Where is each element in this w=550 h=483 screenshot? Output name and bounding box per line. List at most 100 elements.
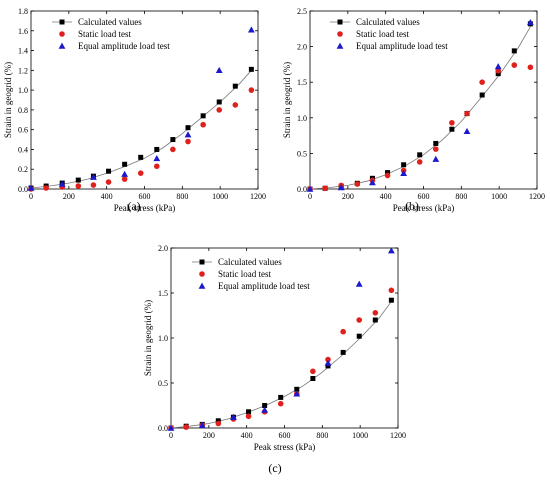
point-series-1 — [170, 146, 176, 153]
point-series-1 — [232, 102, 239, 108]
point-series-2 — [400, 169, 408, 177]
point-series-2 — [369, 179, 376, 186]
point-series-0 — [310, 376, 316, 381]
y-tick-label: 0.0 — [158, 424, 168, 433]
x-tick-label: 0 — [29, 192, 33, 201]
legend-marker-2 — [198, 282, 206, 289]
x-tick-label: 1000 — [212, 192, 228, 201]
point-series-1 — [416, 159, 423, 165]
point-series-1 — [384, 172, 391, 179]
point-series-0 — [185, 125, 191, 131]
y-tick-label: 1.5 — [297, 78, 307, 87]
point-series-1 — [449, 119, 455, 126]
point-series-0 — [495, 71, 501, 77]
x-tick-label: 600 — [139, 192, 151, 201]
legend-marker-1 — [337, 31, 343, 37]
y-tick-label: 0.5 — [297, 149, 307, 158]
point-series-0 — [75, 177, 81, 183]
point-series-1 — [185, 138, 191, 145]
y-tick-label: 0.2 — [18, 165, 28, 174]
point-series-0 — [122, 161, 128, 167]
point-series-1 — [43, 185, 49, 191]
x-tick-label: 800 — [316, 431, 328, 440]
fit-curve — [30, 69, 253, 189]
x-tick-label: 400 — [380, 192, 392, 201]
x-tick-label: 1200 — [250, 192, 266, 201]
y-tick-label: 1.6 — [18, 27, 28, 36]
x-tick-label: 1200 — [390, 431, 406, 440]
point-series-2 — [184, 131, 192, 138]
plot-frame — [309, 10, 538, 190]
point-series-2 — [153, 154, 161, 162]
point-series-1 — [277, 400, 284, 407]
y-tick-label: 1.5 — [158, 289, 168, 298]
y-axis-label: Strain in geogrid (%) — [282, 62, 292, 138]
plot-frame — [170, 247, 399, 429]
x-tick-label: 400 — [101, 192, 113, 201]
y-tick-label: 2.0 — [158, 244, 168, 253]
point-series-2 — [167, 424, 175, 431]
point-series-1 — [388, 287, 395, 294]
point-series-1 — [183, 424, 189, 430]
y-axis-label: Strain in geogrid (%) — [143, 300, 153, 376]
point-series-0 — [262, 403, 268, 408]
legend-marker-2 — [58, 42, 66, 49]
point-series-1 — [322, 185, 328, 192]
y-tick-label: 0.4 — [18, 145, 28, 154]
legend-marker-0 — [59, 19, 65, 25]
point-series-1 — [527, 64, 534, 71]
point-series-0 — [170, 137, 176, 143]
point-series-2 — [215, 66, 223, 74]
point-series-1 — [310, 368, 316, 375]
point-series-0 — [246, 409, 252, 415]
x-tick-label: 800 — [176, 192, 188, 201]
point-series-1 — [340, 328, 346, 335]
y-tick-label: 0.0 — [18, 185, 28, 194]
x-axis-label: Peak stress (kPa) — [114, 203, 176, 213]
point-series-1 — [325, 356, 331, 363]
y-tick-label: 0.8 — [18, 106, 28, 115]
y-tick-label: 2.5 — [297, 7, 307, 16]
point-series-0 — [433, 140, 439, 146]
point-series-1 — [495, 68, 502, 74]
point-series-2 — [90, 173, 97, 180]
legend-label-1: Static load test — [218, 269, 271, 279]
x-tick-label: 0 — [169, 431, 173, 440]
point-series-2 — [324, 359, 332, 366]
y-tick-label: 1.0 — [158, 334, 168, 343]
chart-panel-0: 0 200 400 600 800 1000 1200 0.0 0.2 0.4 0.6 0.8 1.0 1… — [3, 7, 266, 213]
y-tick-label: 1.8 — [18, 7, 28, 16]
point-series-0 — [154, 146, 160, 152]
x-tick-label: 400 — [241, 431, 253, 440]
y-tick-label: 2.0 — [297, 43, 307, 52]
point-series-0 — [479, 92, 485, 98]
panel-label: (a) — [127, 199, 140, 213]
y-tick-label: 0.0 — [297, 185, 307, 194]
point-series-1 — [215, 420, 222, 427]
y-tick-label: 0.5 — [158, 379, 168, 388]
point-series-2 — [463, 127, 471, 135]
legend-marker-0 — [337, 19, 343, 25]
point-series-1 — [464, 110, 470, 117]
legend-label-2: Equal amplitude load test — [218, 281, 310, 291]
legend-label-0: Calculated values — [356, 17, 420, 27]
point-series-1 — [200, 121, 206, 128]
x-axis-label: Peak stress (kPa) — [254, 442, 316, 452]
y-tick-label: 1.0 — [297, 114, 307, 123]
panel-label: (c) — [268, 461, 281, 475]
legend-label-2: Equal amplitude load test — [356, 41, 448, 51]
point-series-2 — [27, 184, 35, 191]
point-series-1 — [75, 183, 82, 189]
point-series-1 — [511, 62, 518, 68]
point-series-0 — [138, 154, 144, 160]
x-tick-label: 1000 — [352, 431, 368, 440]
point-series-2 — [526, 18, 534, 26]
point-series-0 — [216, 99, 222, 105]
point-series-0 — [401, 162, 407, 168]
legend-label-0: Calculated values — [78, 17, 142, 27]
point-series-1 — [90, 182, 97, 188]
point-series-2 — [432, 155, 440, 162]
x-tick-label: 1000 — [491, 192, 507, 201]
y-tick-label: 1.4 — [18, 47, 28, 56]
